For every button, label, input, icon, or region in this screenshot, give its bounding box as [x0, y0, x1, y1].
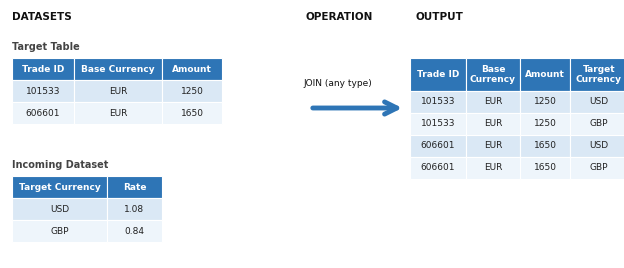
Bar [12, 176, 107, 198]
Text: Base
Currency: Base Currency [470, 65, 516, 84]
Text: 101533: 101533 [26, 87, 61, 95]
Text: 1250: 1250 [180, 87, 203, 95]
Text: Trade ID: Trade ID [417, 70, 459, 79]
Bar [466, 91, 520, 113]
Text: Amount: Amount [172, 65, 212, 73]
Bar [162, 58, 222, 80]
Bar [570, 91, 624, 113]
Text: 1650: 1650 [534, 163, 557, 173]
Bar [74, 58, 162, 80]
Bar [520, 91, 570, 113]
Bar [466, 135, 520, 157]
Text: 101533: 101533 [421, 98, 456, 106]
Bar [410, 113, 466, 135]
Bar [74, 80, 162, 102]
Text: DATASETS: DATASETS [12, 12, 72, 22]
Text: OPERATION: OPERATION [305, 12, 373, 22]
Text: Target Table: Target Table [12, 42, 80, 52]
Bar [12, 220, 107, 242]
Bar [410, 157, 466, 179]
Text: 606601: 606601 [26, 109, 61, 117]
Text: Trade ID: Trade ID [22, 65, 64, 73]
Text: Target Currency: Target Currency [19, 183, 100, 192]
Text: Amount: Amount [525, 70, 565, 79]
Text: 606601: 606601 [421, 163, 456, 173]
Bar [12, 58, 74, 80]
Bar [162, 80, 222, 102]
Text: EUR: EUR [484, 142, 502, 151]
Text: Incoming Dataset: Incoming Dataset [12, 160, 109, 170]
Bar [570, 113, 624, 135]
Bar [570, 58, 624, 91]
Text: OUTPUT: OUTPUT [415, 12, 463, 22]
Bar [466, 113, 520, 135]
Text: 1650: 1650 [180, 109, 203, 117]
Text: 101533: 101533 [421, 120, 456, 128]
Text: GBP: GBP [51, 226, 69, 236]
Text: EUR: EUR [109, 109, 127, 117]
Text: 1650: 1650 [534, 142, 557, 151]
Bar [74, 102, 162, 124]
Text: Target
Currency: Target Currency [576, 65, 622, 84]
Text: USD: USD [590, 98, 608, 106]
Bar [466, 58, 520, 91]
Bar [12, 80, 74, 102]
Bar [410, 58, 466, 91]
Bar [520, 157, 570, 179]
Text: GBP: GBP [590, 120, 608, 128]
Text: JOIN (any type): JOIN (any type) [304, 79, 373, 88]
Bar [410, 135, 466, 157]
Bar [107, 198, 162, 220]
Text: EUR: EUR [109, 87, 127, 95]
Text: USD: USD [50, 204, 69, 214]
Bar [162, 102, 222, 124]
Bar [520, 135, 570, 157]
Text: EUR: EUR [484, 163, 502, 173]
Bar [570, 135, 624, 157]
Text: Rate: Rate [123, 183, 146, 192]
Text: USD: USD [590, 142, 608, 151]
Text: 606601: 606601 [421, 142, 456, 151]
Bar [466, 157, 520, 179]
Text: 0.84: 0.84 [125, 226, 145, 236]
Bar [107, 176, 162, 198]
Bar [107, 220, 162, 242]
Text: 1250: 1250 [534, 98, 557, 106]
Bar [520, 58, 570, 91]
Text: EUR: EUR [484, 120, 502, 128]
Text: 1.08: 1.08 [124, 204, 145, 214]
Text: EUR: EUR [484, 98, 502, 106]
Text: GBP: GBP [590, 163, 608, 173]
Bar [12, 198, 107, 220]
Bar [12, 102, 74, 124]
Bar [570, 157, 624, 179]
Bar [520, 113, 570, 135]
Text: 1250: 1250 [534, 120, 557, 128]
Text: Base Currency: Base Currency [81, 65, 155, 73]
Bar [410, 91, 466, 113]
